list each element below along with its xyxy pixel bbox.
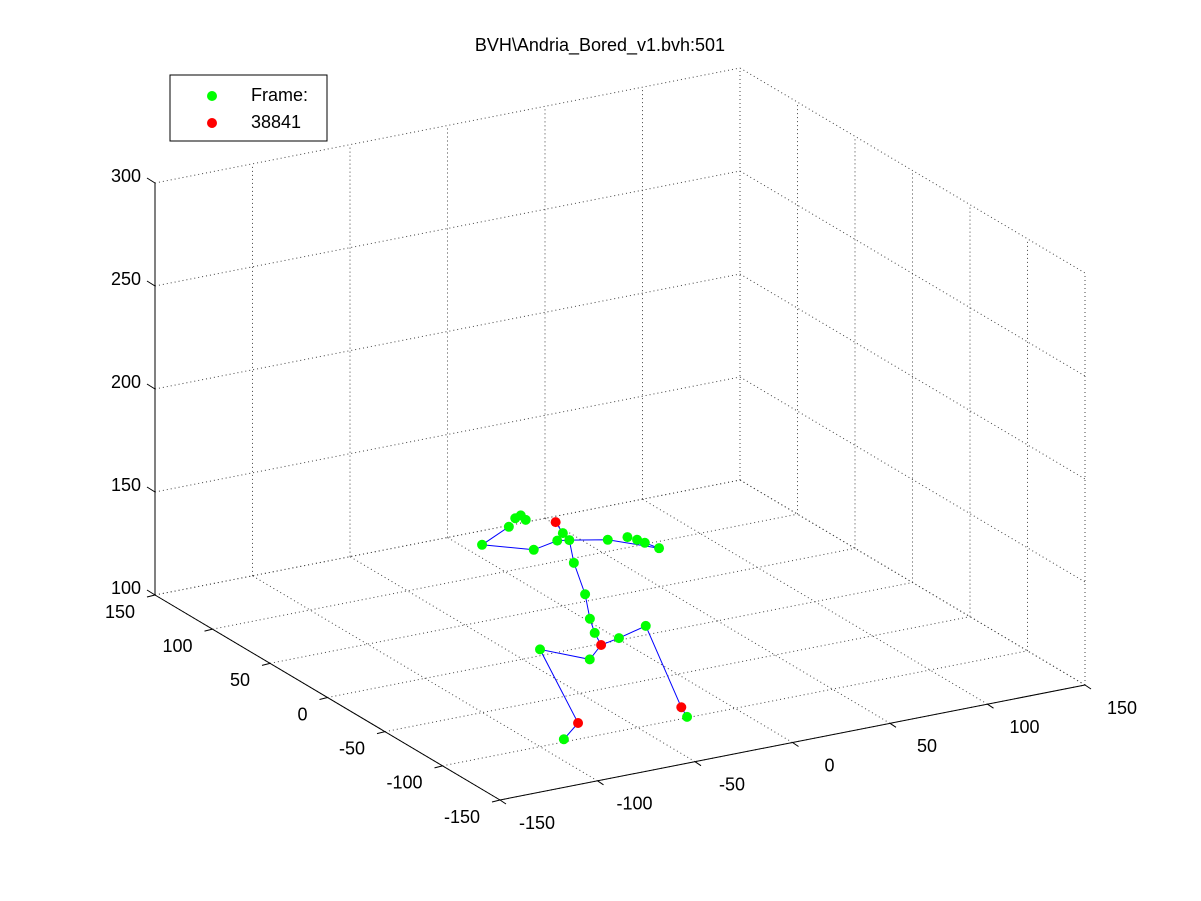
x-tick	[694, 761, 702, 767]
grid-line	[154, 67, 741, 184]
z-tick-label: 200	[111, 372, 141, 392]
joint-point	[503, 521, 514, 532]
y-tick	[319, 697, 328, 700]
joint-point	[640, 620, 651, 631]
legend-label: 38841	[251, 112, 301, 132]
y-tick-label: 150	[105, 602, 135, 622]
y-tick-label: 100	[162, 636, 192, 656]
x-tick	[792, 742, 799, 747]
y-tick	[434, 765, 443, 769]
joint-point	[573, 718, 584, 729]
grid-line	[739, 376, 1086, 583]
y-tick	[376, 731, 386, 735]
joint-point	[535, 644, 545, 655]
z-tick	[146, 486, 156, 493]
grid-line	[349, 556, 696, 763]
legend-marker	[207, 118, 217, 128]
legend-label: Frame:	[251, 85, 308, 105]
z-tick-label: 150	[111, 475, 141, 495]
x-tick-label: -100	[616, 794, 652, 814]
grid-line	[269, 547, 856, 664]
chart-title: BVH\Andria_Bored_v1.bvh:501	[475, 35, 725, 56]
joint-point	[676, 702, 687, 713]
joint-point	[613, 633, 624, 644]
legend-box	[169, 74, 328, 142]
joint-point	[550, 517, 561, 528]
joint-point	[596, 640, 607, 650]
grid-line	[252, 575, 598, 782]
grid-line	[739, 479, 1086, 686]
y-tick-label: -50	[339, 738, 365, 758]
joint-point	[622, 532, 633, 543]
grid-line	[154, 376, 741, 493]
joint-point	[682, 711, 693, 722]
grid-line	[739, 67, 1086, 274]
z-tick	[146, 280, 156, 287]
joint-point	[584, 654, 595, 665]
joint-point	[568, 557, 579, 568]
grid-line	[544, 517, 891, 724]
x-tick-label: 0	[824, 755, 834, 775]
grid-line	[154, 170, 741, 287]
y-tick-label: -100	[386, 773, 422, 793]
y-tick	[491, 799, 501, 803]
z-tick-label: 250	[111, 269, 141, 289]
y-tick-label: -150	[444, 807, 480, 827]
grid-line	[327, 582, 913, 698]
x-tick-label: -50	[719, 774, 745, 794]
joint-point	[654, 543, 665, 554]
joint-point	[639, 537, 650, 548]
joint-point	[564, 535, 575, 546]
joint-point	[589, 627, 600, 638]
x-tick	[889, 722, 897, 728]
joint-point	[520, 514, 531, 525]
grid-line	[154, 479, 741, 596]
joint-point	[552, 535, 563, 546]
joint-point	[528, 544, 539, 555]
grid-line	[739, 273, 1086, 480]
joint-point	[477, 539, 488, 550]
joint-point	[558, 734, 569, 745]
y-tick	[204, 628, 213, 632]
joint-point	[557, 528, 568, 539]
x-tick-label: 150	[1107, 698, 1137, 718]
joint-point	[632, 534, 643, 545]
joint-point	[580, 589, 591, 600]
joint-point	[584, 613, 595, 624]
x-tick	[597, 780, 604, 786]
x-tick-label: 100	[1009, 717, 1039, 737]
grid-line	[739, 170, 1086, 377]
x-tick-label: 50	[917, 736, 937, 756]
y-tick	[261, 662, 271, 666]
x-tick	[1084, 684, 1092, 690]
x-tick	[987, 703, 994, 709]
legend: Frame: 38841	[169, 74, 328, 142]
grid-line	[212, 513, 798, 630]
x-tick	[499, 799, 507, 805]
joint-point	[602, 534, 613, 545]
grid-line	[154, 273, 741, 390]
x-tick-label: -150	[519, 813, 555, 833]
y-tick-label: 0	[297, 704, 307, 724]
z-tick	[146, 589, 156, 596]
z-tick-label: 300	[111, 166, 141, 186]
grid-line	[442, 650, 1028, 767]
legend-marker	[207, 91, 217, 101]
z-tick	[146, 177, 156, 184]
y-tick-label: 50	[230, 670, 250, 690]
z-tick	[146, 383, 156, 390]
z-tick-label: 100	[111, 578, 141, 598]
grid-line	[384, 616, 971, 733]
y-tick	[146, 594, 156, 598]
